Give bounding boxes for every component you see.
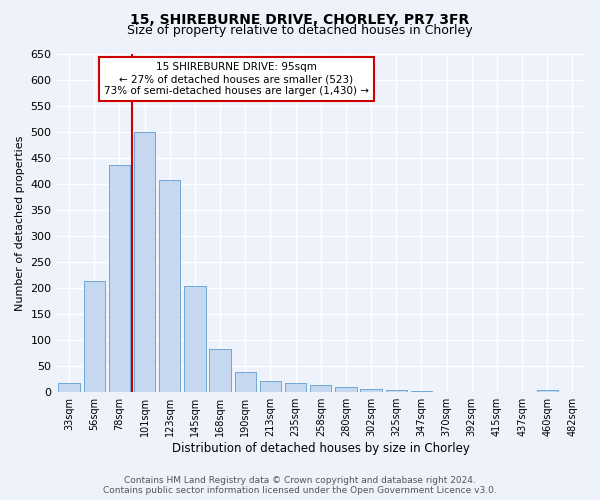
Bar [159,180,181,392]
Bar [58,383,80,392]
Bar [335,387,356,392]
Text: 15 SHIREBURNE DRIVE: 95sqm
← 27% of detached houses are smaller (523)
73% of sem: 15 SHIREBURNE DRIVE: 95sqm ← 27% of deta… [104,62,369,96]
Bar [411,390,432,392]
Bar [285,383,307,392]
X-axis label: Distribution of detached houses by size in Chorley: Distribution of detached houses by size … [172,442,470,455]
Bar [209,349,231,392]
Bar [260,381,281,392]
Bar [386,390,407,392]
Bar [536,390,558,392]
Bar [184,286,206,392]
Y-axis label: Number of detached properties: Number of detached properties [15,136,25,311]
Text: Size of property relative to detached houses in Chorley: Size of property relative to detached ho… [127,24,473,37]
Bar [235,372,256,392]
Bar [83,282,105,392]
Bar [109,165,130,392]
Text: Contains HM Land Registry data © Crown copyright and database right 2024.
Contai: Contains HM Land Registry data © Crown c… [103,476,497,495]
Bar [310,385,331,392]
Bar [361,389,382,392]
Bar [134,132,155,392]
Text: 15, SHIREBURNE DRIVE, CHORLEY, PR7 3FR: 15, SHIREBURNE DRIVE, CHORLEY, PR7 3FR [130,12,470,26]
